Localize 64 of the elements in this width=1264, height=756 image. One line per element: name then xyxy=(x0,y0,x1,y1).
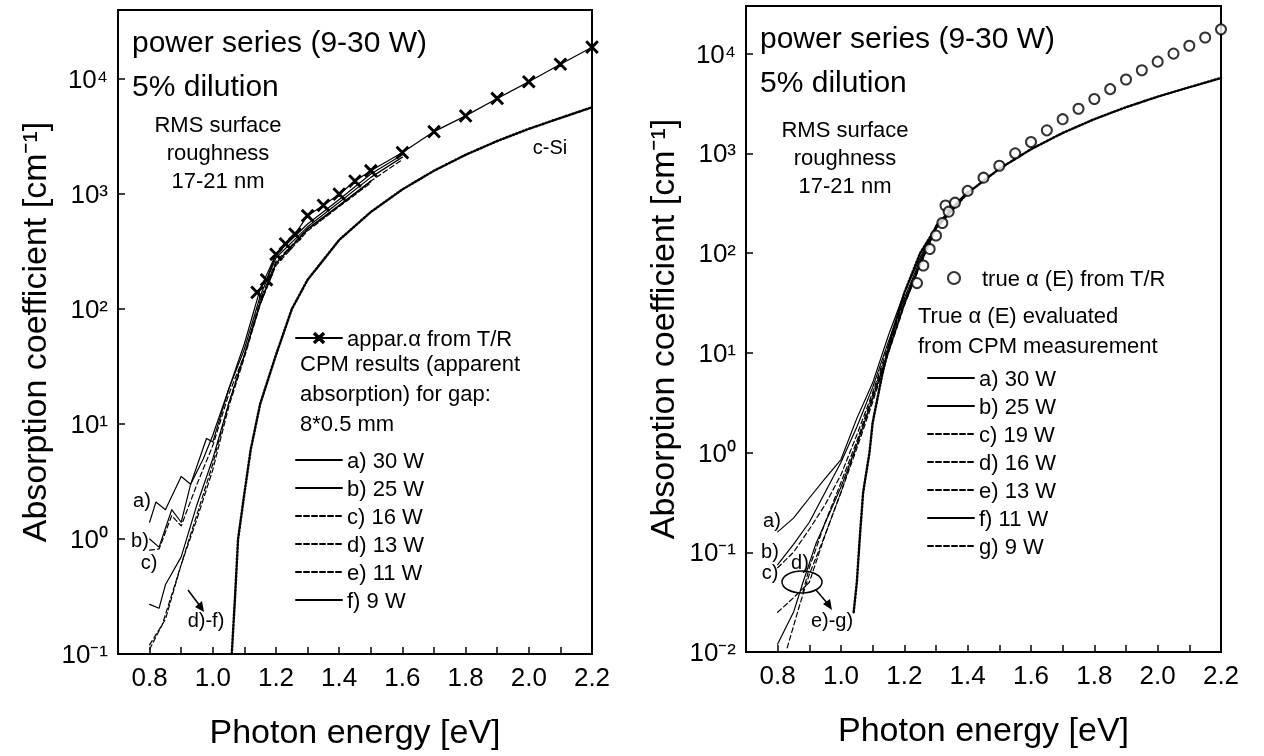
y-tick-label: 10⁴ xyxy=(67,64,108,95)
x-tick-label: 1.4 xyxy=(321,662,358,692)
text: power series (9-30 W) xyxy=(760,20,1056,54)
annotation: RMS surface roughness 17-21 nm xyxy=(154,111,282,193)
x-axis-title: Photon energy [eV] xyxy=(209,712,501,750)
legend-label: a) 30 W xyxy=(979,365,1057,391)
x-tick-label: 1.0 xyxy=(194,662,231,692)
y-axis-title: Absorption coefficient [cm⁻¹] xyxy=(642,118,681,540)
y-tick-label: 10³ xyxy=(70,179,109,210)
x-tick-label: 1.2 xyxy=(257,662,295,692)
x-tick-label: 1.6 xyxy=(384,662,421,692)
y-tick-label: 10⁻¹ xyxy=(689,537,737,568)
y-tick-label: 10⁴ xyxy=(695,38,736,69)
legend-label: c) 16 W xyxy=(347,503,424,529)
y-tick-label: 10² xyxy=(698,238,737,269)
legend-label: a) 30 W xyxy=(347,447,425,473)
y-tick-label: 10¹ xyxy=(70,409,109,440)
text: 5% dilution xyxy=(132,68,279,102)
annotation: d) xyxy=(791,551,809,573)
legend-label: true α (E) from T/R xyxy=(982,265,1166,291)
x-tick-label: 2.0 xyxy=(1139,660,1176,690)
x-tick-label: 1.6 xyxy=(1012,660,1050,690)
y-tick-label: 10⁻² xyxy=(689,637,737,667)
legend-label: d) 13 W xyxy=(347,531,425,557)
legend-label: f) 11 W xyxy=(979,505,1049,531)
legend-label: d) 16 W xyxy=(979,449,1057,475)
text: 5% dilution xyxy=(760,64,907,98)
annotation: d)-f) xyxy=(187,609,225,631)
legend-label: b) 25 W xyxy=(347,475,425,501)
x-tick-label: 1.2 xyxy=(886,660,923,690)
annotation: c-Si xyxy=(532,136,568,158)
x-tick-label: 1.0 xyxy=(822,660,860,690)
legend-label: g) 9 W xyxy=(979,533,1045,559)
x-tick-label: 1.8 xyxy=(447,662,484,692)
annotation: RMS surface roughness 17-21 nm xyxy=(781,116,909,198)
y-tick-label: 10¹ xyxy=(698,337,737,368)
annotation: e)-g) xyxy=(810,609,854,631)
y-tick-label: 10² xyxy=(70,294,109,325)
text: power series (9-30 W) xyxy=(132,24,428,58)
x-axis-title: Photon energy [eV] xyxy=(837,710,1130,748)
x-tick-label: 0.8 xyxy=(759,660,796,690)
annotation: b) xyxy=(761,540,779,562)
legend-label: c) 19 W xyxy=(979,421,1056,447)
annotation: c) xyxy=(761,561,779,583)
y-tick-label: 10⁰ xyxy=(70,524,108,555)
y-tick-label: 10³ xyxy=(698,138,737,169)
legend-label: e) 11 W xyxy=(347,559,423,585)
y-axis-title: Absorption coefficient [cm⁻¹] xyxy=(14,121,53,543)
y-tick-label: 10⁻¹ xyxy=(61,639,109,669)
y-tick-label: 10⁰ xyxy=(698,437,736,468)
x-tick-label: 1.8 xyxy=(1076,660,1113,690)
x-tick-label: 2.2 xyxy=(1202,660,1240,690)
legend-label: appar.α from T/R xyxy=(347,325,513,351)
x-tick-label: 2.2 xyxy=(573,662,611,692)
legend-label: e) 13 W xyxy=(979,477,1057,503)
annotation: b) xyxy=(131,529,149,551)
legend-label: b) 25 W xyxy=(979,393,1057,419)
legend-label: f) 9 W xyxy=(347,587,406,613)
annotation: c) xyxy=(140,551,158,573)
x-tick-label: 2.0 xyxy=(510,662,547,692)
annotation: a) xyxy=(133,489,151,511)
x-tick-label: 1.4 xyxy=(949,660,986,690)
annotation: a) xyxy=(763,509,781,531)
x-tick-label: 0.8 xyxy=(131,662,168,692)
